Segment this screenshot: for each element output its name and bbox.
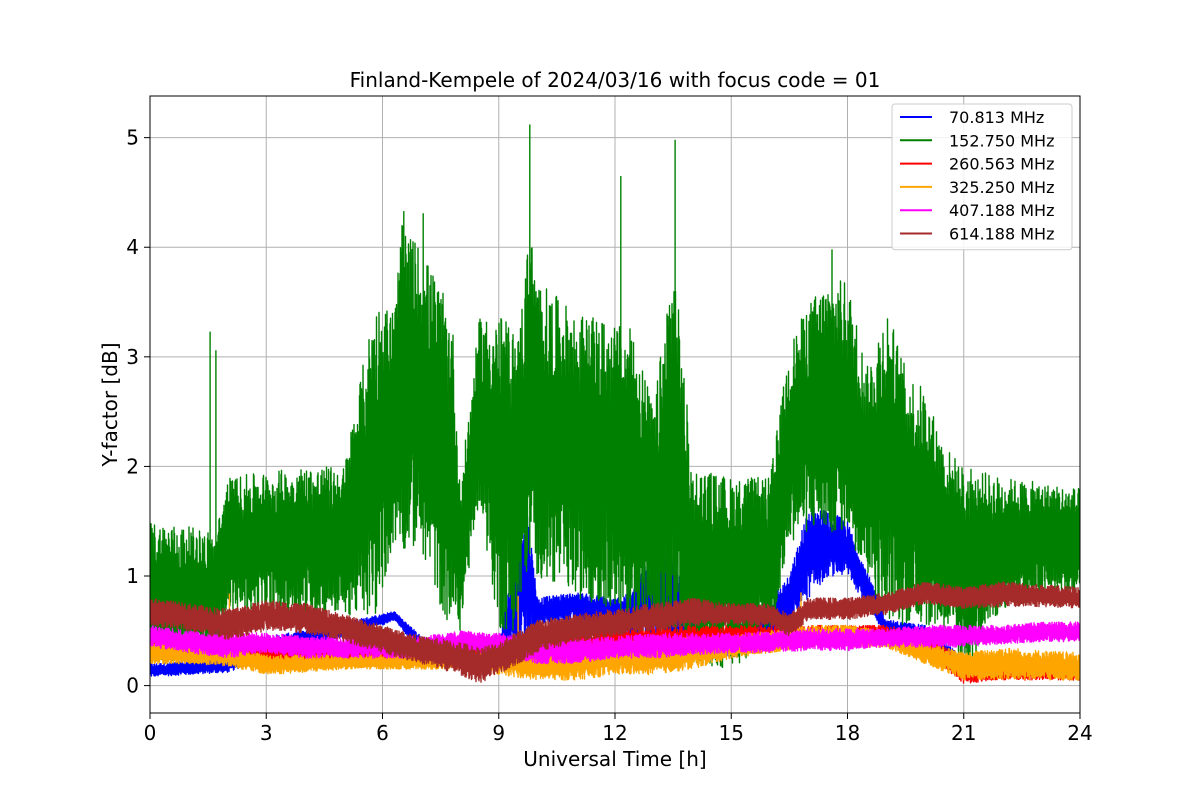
legend-box bbox=[891, 103, 1073, 251]
x-tick-label: 0 bbox=[144, 721, 157, 745]
y-tick-label: 2 bbox=[126, 454, 139, 478]
y-tick-label: 5 bbox=[126, 126, 139, 150]
series-line-1 bbox=[150, 124, 1080, 669]
x-tick-label: 18 bbox=[835, 721, 860, 745]
y-tick-label: 4 bbox=[126, 235, 139, 259]
x-tick-label: 15 bbox=[719, 721, 744, 745]
x-tick-label: 3 bbox=[260, 721, 273, 745]
y-tick-label: 0 bbox=[126, 674, 139, 698]
legend-label: 260.563 MHz bbox=[949, 155, 1054, 174]
series-line-5 bbox=[150, 581, 1080, 683]
legend: 70.813 MHz 152.750 MHz 260.563 MHz 325.250 … bbox=[891, 103, 1073, 251]
y-axis-label: Y-factor [dB] bbox=[98, 342, 122, 467]
y-tick-label: 3 bbox=[126, 345, 139, 369]
legend-label: 407.188 MHz bbox=[949, 201, 1054, 220]
series-layer bbox=[150, 124, 1080, 684]
x-tick-label: 21 bbox=[951, 721, 976, 745]
legend-label: 70.813 MHz bbox=[949, 108, 1044, 127]
x-tick-label: 12 bbox=[602, 721, 627, 745]
chart-title: Finland-Kempele of 2024/03/16 with focus… bbox=[350, 68, 881, 92]
legend-label: 325.250 MHz bbox=[949, 178, 1054, 197]
x-tick-label: 24 bbox=[1067, 721, 1092, 745]
x-tick-label: 9 bbox=[492, 721, 505, 745]
x-axis-label: Universal Time [h] bbox=[523, 747, 706, 771]
x-tick-label: 6 bbox=[376, 721, 389, 745]
legend-label: 152.750 MHz bbox=[949, 131, 1054, 150]
legend-label: 614.188 MHz bbox=[949, 225, 1054, 244]
series-line-4 bbox=[150, 621, 1080, 665]
y-tick-label: 1 bbox=[126, 564, 139, 588]
